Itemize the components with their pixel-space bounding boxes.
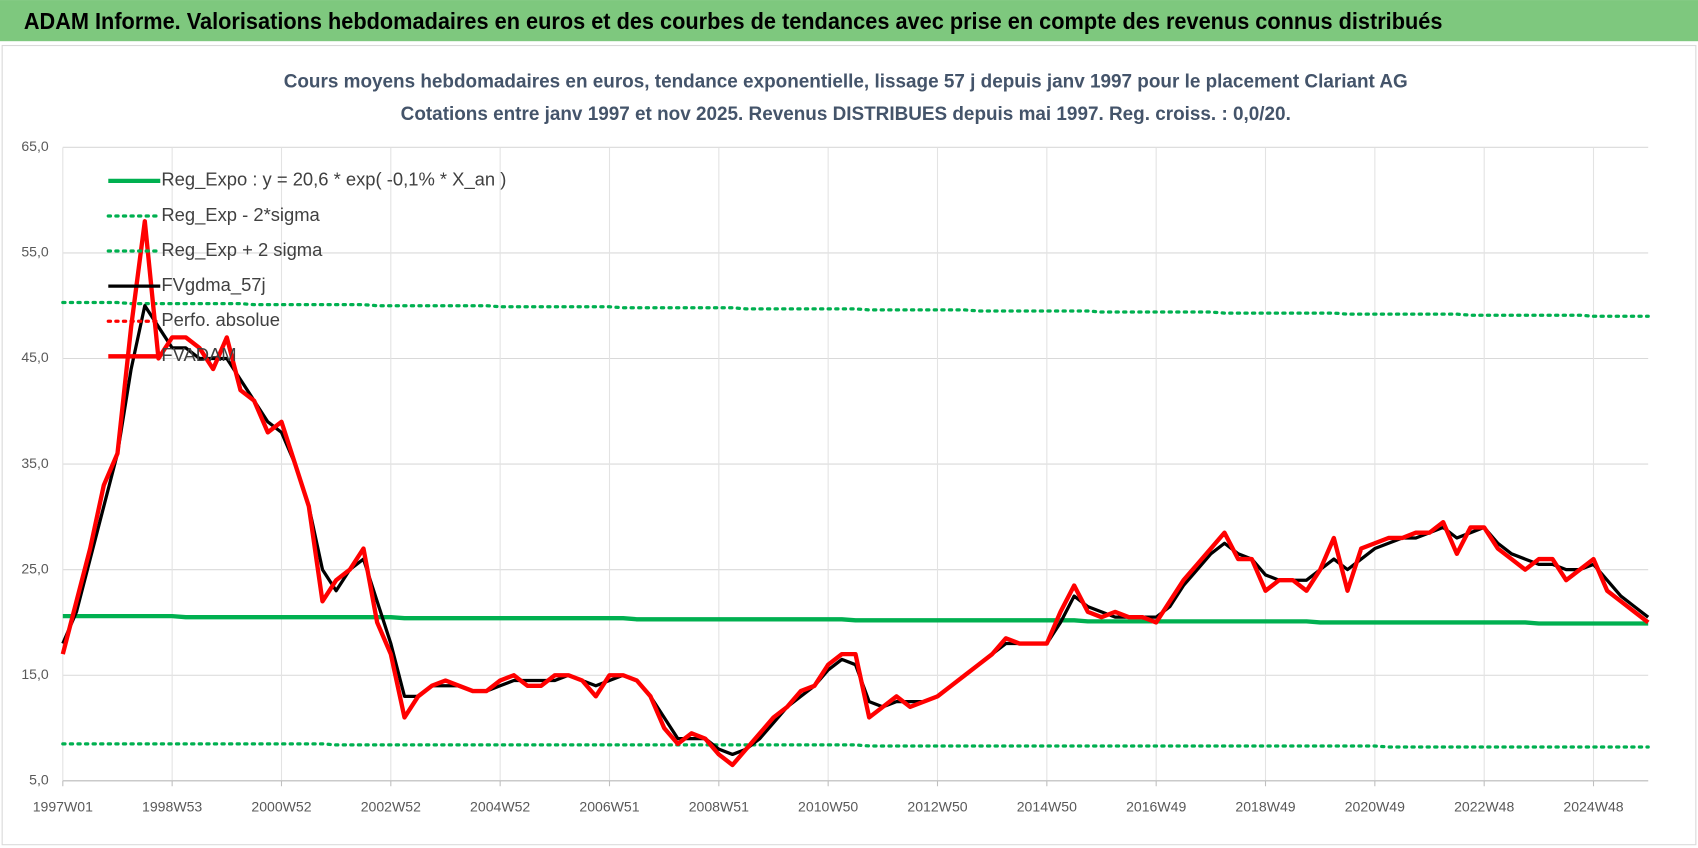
x-tick-label: 2012W50	[907, 799, 967, 815]
series-line	[61, 304, 1650, 757]
y-tick-label: 25,0	[21, 560, 49, 576]
y-tick-label: 45,0	[21, 349, 49, 365]
x-tick-label: 2008W51	[689, 799, 749, 815]
y-tick-label: 15,0	[21, 666, 49, 682]
x-tick-label: 1997W01	[33, 799, 93, 815]
x-tick-label: 2004W52	[470, 799, 530, 815]
x-tick-label: 2000W52	[251, 799, 311, 815]
chart-frame	[1, 44, 1697, 846]
legend-label: Reg_Exp + 2 sigma	[161, 239, 323, 261]
x-tick-label: 2022W48	[1454, 799, 1514, 815]
y-tick-label: 65,0	[21, 138, 49, 154]
series-line	[61, 742, 1650, 749]
x-tick-label: 2024W48	[1563, 799, 1623, 815]
x-tick-label: 2014W50	[1017, 799, 1077, 815]
chart-subtitle: Cotations entre janv 1997 et nov 2025. R…	[401, 103, 1291, 125]
header-bar	[0, 0, 1698, 42]
x-tick-label: 2020W49	[1345, 799, 1405, 815]
x-tick-label: 2016W49	[1126, 799, 1186, 815]
y-tick-label: 35,0	[21, 455, 49, 471]
header-title: ADAM Informe. Valorisations hebdomadaire…	[24, 8, 1443, 34]
x-tick-label: 1998W53	[142, 799, 202, 815]
y-tick-label: 5,0	[29, 772, 49, 788]
legend-label: Perfo. absolue	[161, 309, 280, 330]
x-tick-label: 2006W51	[579, 799, 639, 815]
series-line	[60, 219, 1650, 768]
legend-label: Reg_Expo : y = 20,6 * exp( -0,1% * X_an …	[161, 169, 506, 191]
legend-label: Reg_Exp - 2*sigma	[161, 204, 320, 226]
chart-title: Cours moyens hebdomadaires en euros, ten…	[284, 70, 1408, 92]
x-tick-label: 2018W49	[1235, 799, 1295, 815]
legend-label: FVgdma_57j	[161, 274, 265, 296]
x-tick-label: 2002W52	[361, 799, 421, 815]
legend-label: FVADAM	[161, 344, 236, 365]
series-line	[62, 613, 1649, 626]
series-line	[61, 300, 1650, 318]
y-tick-label: 55,0	[21, 244, 49, 260]
x-tick-label: 2010W50	[798, 799, 858, 815]
